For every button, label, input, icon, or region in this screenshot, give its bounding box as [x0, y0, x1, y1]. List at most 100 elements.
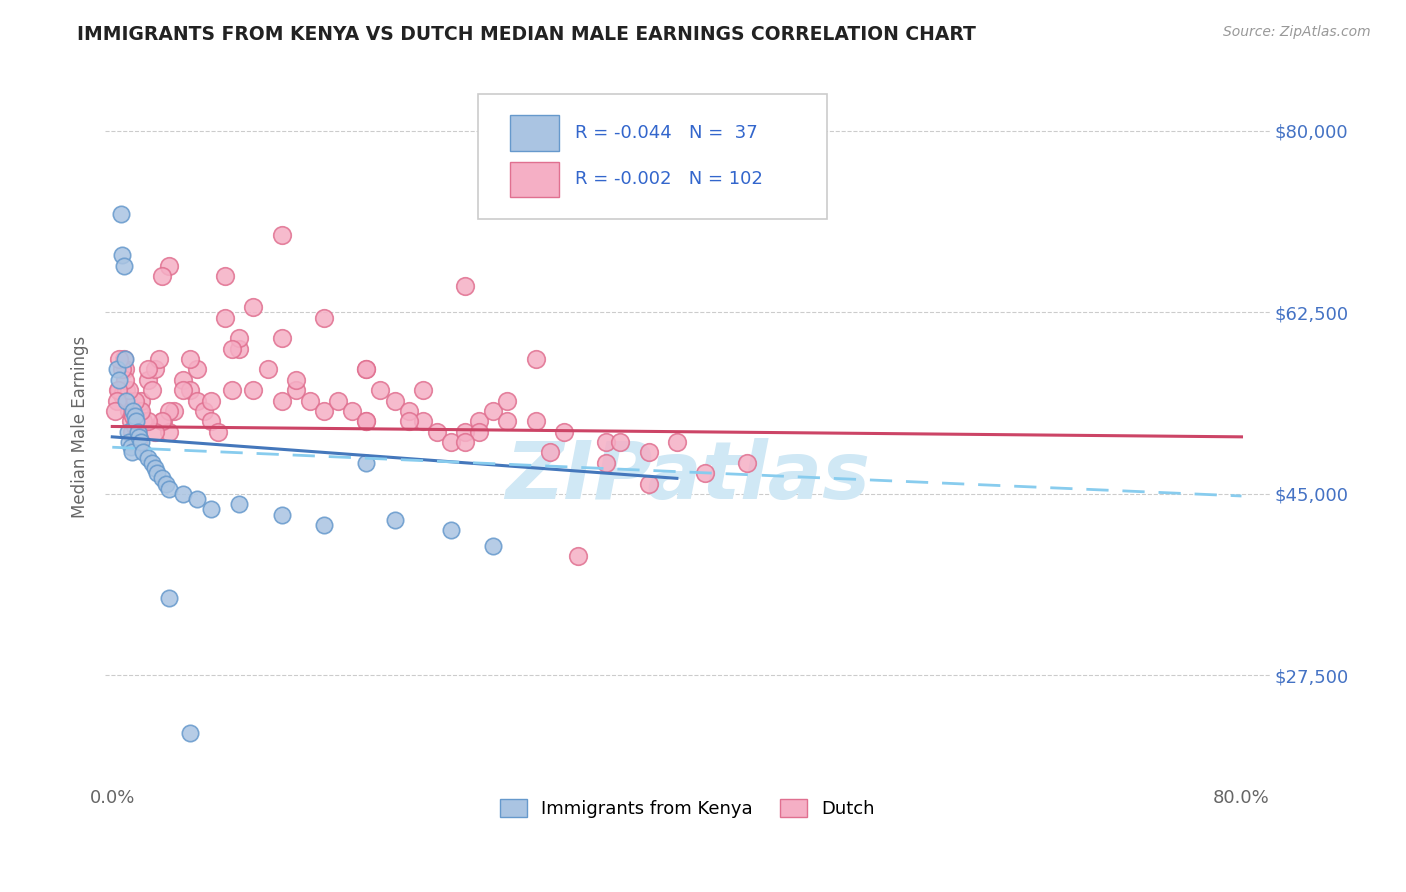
Point	[468, 414, 491, 428]
Point	[111, 388, 134, 402]
Point	[136, 450, 159, 465]
Point	[157, 259, 180, 273]
Point	[693, 466, 716, 480]
Point	[108, 383, 131, 397]
Point	[172, 383, 194, 397]
Point	[228, 497, 250, 511]
Point	[127, 425, 149, 439]
Point	[141, 456, 163, 470]
Point	[118, 383, 141, 397]
Point	[117, 393, 139, 408]
Point	[136, 362, 159, 376]
Point	[312, 404, 335, 418]
Point	[150, 471, 173, 485]
Point	[356, 414, 378, 428]
Point	[284, 373, 307, 387]
Point	[342, 404, 364, 418]
Point	[186, 393, 208, 408]
Point	[157, 425, 180, 439]
Point	[496, 414, 519, 428]
Point	[412, 383, 434, 397]
Point	[141, 383, 163, 397]
Point	[214, 310, 236, 325]
Point	[150, 414, 173, 428]
Point	[120, 440, 142, 454]
Point	[120, 414, 142, 428]
Point	[108, 373, 131, 387]
Point	[200, 393, 222, 408]
Point	[270, 331, 292, 345]
Text: ZIPatlas: ZIPatlas	[505, 438, 870, 516]
Point	[200, 414, 222, 428]
Point	[186, 492, 208, 507]
Point	[136, 414, 159, 428]
Point	[128, 430, 150, 444]
Point	[104, 404, 127, 418]
Point	[163, 404, 186, 418]
Point	[270, 227, 292, 242]
Point	[440, 435, 463, 450]
Point	[665, 435, 688, 450]
Bar	[510, 161, 560, 197]
Point	[221, 342, 243, 356]
Point	[242, 383, 264, 397]
Point	[172, 487, 194, 501]
Bar	[510, 115, 560, 151]
Legend: Immigrants from Kenya, Dutch: Immigrants from Kenya, Dutch	[492, 792, 883, 825]
Point	[179, 725, 201, 739]
Point	[524, 352, 547, 367]
Point	[312, 310, 335, 325]
Point	[412, 414, 434, 428]
Point	[454, 279, 477, 293]
Point	[356, 456, 378, 470]
Point	[118, 404, 141, 418]
Point	[157, 404, 180, 418]
Point	[538, 445, 561, 459]
Point	[152, 414, 174, 428]
Point	[179, 352, 201, 367]
Point	[129, 404, 152, 418]
Point	[356, 414, 378, 428]
Point	[114, 373, 136, 387]
Point	[398, 414, 420, 428]
Point	[124, 393, 146, 408]
Text: Source: ZipAtlas.com: Source: ZipAtlas.com	[1223, 25, 1371, 39]
Point	[228, 342, 250, 356]
Point	[157, 591, 180, 605]
Point	[127, 435, 149, 450]
Point	[105, 362, 128, 376]
Point	[200, 502, 222, 516]
Point	[270, 393, 292, 408]
Y-axis label: Median Male Earnings: Median Male Earnings	[72, 335, 89, 517]
Point	[143, 425, 166, 439]
Point	[356, 362, 378, 376]
Point	[214, 268, 236, 283]
Point	[157, 482, 180, 496]
Point	[155, 476, 177, 491]
Point	[193, 404, 215, 418]
Point	[298, 393, 321, 408]
Point	[242, 300, 264, 314]
Point	[172, 373, 194, 387]
Point	[468, 425, 491, 439]
Point	[482, 404, 505, 418]
FancyBboxPatch shape	[478, 94, 827, 219]
Point	[125, 414, 148, 428]
Point	[454, 425, 477, 439]
Point	[112, 352, 135, 367]
Point	[146, 466, 169, 480]
Point	[524, 414, 547, 428]
Point	[482, 539, 505, 553]
Point	[122, 409, 145, 423]
Point	[150, 268, 173, 283]
Point	[637, 445, 659, 459]
Point	[398, 404, 420, 418]
Point	[326, 393, 349, 408]
Point	[384, 393, 406, 408]
Point	[122, 404, 145, 418]
Point	[132, 445, 155, 459]
Point	[737, 456, 759, 470]
Point	[115, 383, 138, 397]
Point	[118, 435, 141, 450]
Point	[111, 248, 134, 262]
